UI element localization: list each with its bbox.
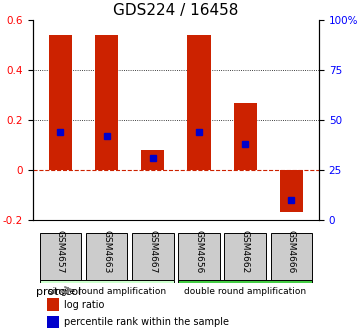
Text: GSM4662: GSM4662 xyxy=(241,230,249,273)
Text: GSM4657: GSM4657 xyxy=(56,230,65,273)
Bar xyxy=(280,170,303,212)
Bar xyxy=(141,150,164,170)
FancyBboxPatch shape xyxy=(40,280,174,302)
FancyBboxPatch shape xyxy=(224,233,266,280)
Bar xyxy=(49,35,72,170)
FancyBboxPatch shape xyxy=(270,233,312,280)
Text: double round amplification: double round amplification xyxy=(184,287,306,296)
Text: GSM4656: GSM4656 xyxy=(195,230,204,273)
Bar xyxy=(187,35,210,170)
Text: GSM4667: GSM4667 xyxy=(148,230,157,273)
Text: GSM4666: GSM4666 xyxy=(287,230,296,273)
Bar xyxy=(234,102,257,170)
FancyBboxPatch shape xyxy=(86,233,127,280)
FancyBboxPatch shape xyxy=(178,233,220,280)
FancyBboxPatch shape xyxy=(40,233,81,280)
Text: GSM4663: GSM4663 xyxy=(102,230,111,273)
Text: percentile rank within the sample: percentile rank within the sample xyxy=(64,317,229,327)
Text: protocol: protocol xyxy=(36,287,81,297)
Text: single round amplification: single round amplification xyxy=(48,287,166,296)
Bar xyxy=(47,316,58,328)
Bar xyxy=(47,298,58,311)
Bar xyxy=(95,35,118,170)
FancyBboxPatch shape xyxy=(132,233,174,280)
FancyBboxPatch shape xyxy=(178,280,312,302)
Text: log ratio: log ratio xyxy=(64,300,105,310)
Title: GDS224 / 16458: GDS224 / 16458 xyxy=(113,3,239,18)
